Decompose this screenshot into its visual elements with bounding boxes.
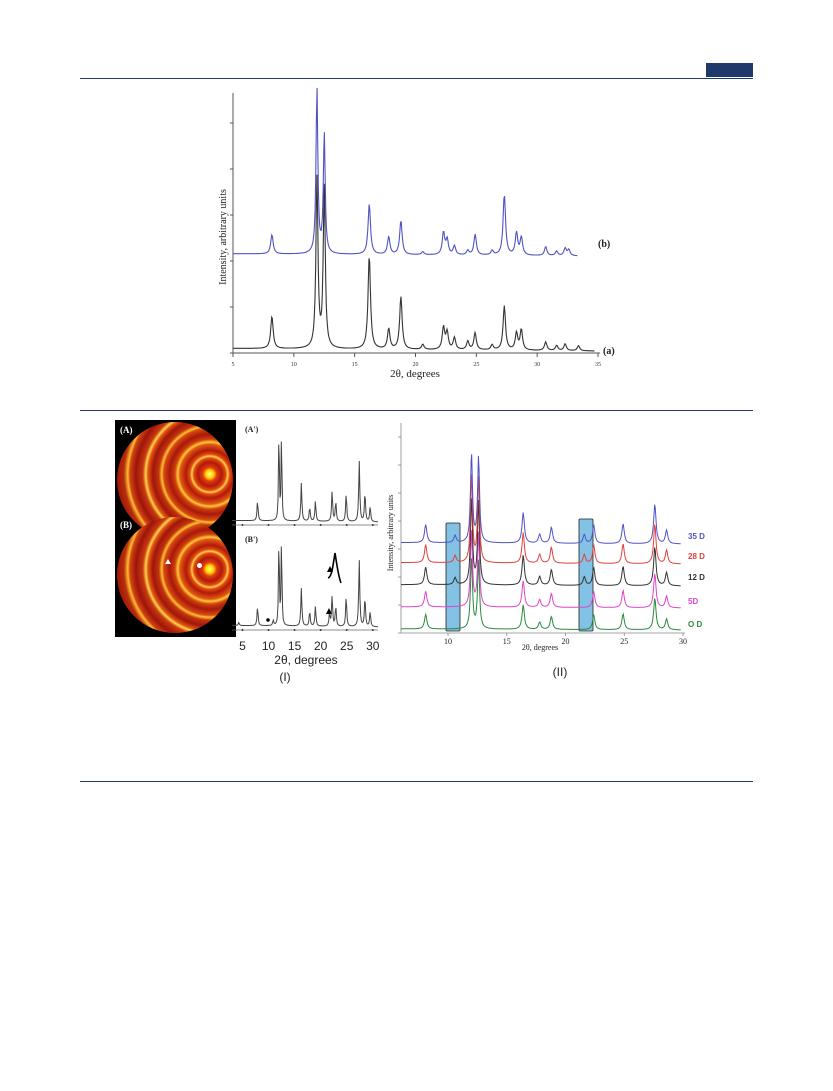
I-caption: (I) xyxy=(279,670,290,684)
II-xtick-label: 15 xyxy=(503,637,511,646)
series-label: O D xyxy=(688,620,702,629)
label-b: (b) xyxy=(598,239,610,250)
top-xtick-label: 35 xyxy=(595,362,601,368)
I-tick xyxy=(241,629,244,631)
footer-rule xyxy=(80,781,753,782)
top-xtick-label: 15 xyxy=(352,362,358,368)
I-tick xyxy=(345,629,348,631)
I-xtick-label: 25 xyxy=(340,639,354,653)
disc-label-A: (A) xyxy=(120,425,133,435)
I-tick xyxy=(267,524,270,526)
xrd-figure-II: 35 D 28 D 12 D 5D O D 10 15 20 25 30 2θ, degrees… xyxy=(386,423,705,679)
dot-peak-icon xyxy=(266,618,270,622)
xrd-patterns-I: (A') (B') 5 10 15 20 25 30 2θ, degrees (I) xyxy=(232,425,380,684)
II-ylabel: Intensity, arbitrary units xyxy=(386,495,395,572)
top-ylabel: Intensity, arbitrary units xyxy=(218,189,229,285)
trace-a xyxy=(233,174,595,352)
highlight-21deg xyxy=(578,518,594,632)
I-tick xyxy=(241,524,244,526)
section-rule xyxy=(80,410,753,411)
I-tick xyxy=(345,524,348,526)
triangle-inset-icon xyxy=(327,566,333,572)
label-a: (a) xyxy=(603,346,615,357)
I-xtick-label: 10 xyxy=(262,639,276,653)
peak-inset xyxy=(327,552,342,584)
I-xtick-label: 15 xyxy=(288,639,302,653)
top-xlabel: 2θ, degrees xyxy=(390,368,440,380)
disc-label-B: (B) xyxy=(120,520,132,530)
I-xlabel: 2θ, degrees xyxy=(274,653,337,667)
xrd-figure-top: 5 10 15 20 25 30 35 (b) (a) 2θ, degrees Intens… xyxy=(218,87,615,380)
header-tab xyxy=(706,63,753,77)
I-xtick-label: 30 xyxy=(366,639,380,653)
I-tick xyxy=(293,629,296,631)
I-tick xyxy=(293,524,296,526)
trace-b xyxy=(233,87,578,257)
I-tick xyxy=(267,629,270,631)
pattern-label-A: (A') xyxy=(245,425,259,434)
highlight-10deg xyxy=(445,522,461,632)
top-xtick-label: 30 xyxy=(534,362,540,368)
II-caption: (II) xyxy=(553,665,568,679)
II-xtick-label: 30 xyxy=(679,637,687,646)
II-xlabel: 2θ, degrees xyxy=(522,643,558,652)
top-xtick-label: 20 xyxy=(413,362,419,368)
I-tick xyxy=(319,524,322,526)
I-tick xyxy=(371,629,374,631)
series-label: 35 D xyxy=(688,532,705,541)
series-label: 12 D xyxy=(688,573,705,582)
pattern-label-B: (B') xyxy=(245,535,258,544)
triangle-marker-icon xyxy=(165,559,171,564)
top-xtick-label: 5 xyxy=(232,362,235,368)
triangle-peak-icon xyxy=(326,608,332,614)
II-xtick-label: 10 xyxy=(444,637,452,646)
II-xtick-label: 20 xyxy=(562,637,570,646)
series-label: 28 D xyxy=(688,552,705,561)
II-xtick-label: 25 xyxy=(620,637,628,646)
I-xtick-label: 5 xyxy=(239,639,246,653)
top-xtick-label: 10 xyxy=(291,362,297,368)
header-rule xyxy=(80,78,753,79)
diffraction-image-B xyxy=(117,517,233,633)
dot-marker-icon xyxy=(197,563,202,568)
top-xtick-label: 25 xyxy=(473,362,479,368)
I-tick xyxy=(371,524,374,526)
I-tick xyxy=(319,629,322,631)
I-xtick-label: 20 xyxy=(314,639,328,653)
series-label: 5D xyxy=(688,597,698,606)
